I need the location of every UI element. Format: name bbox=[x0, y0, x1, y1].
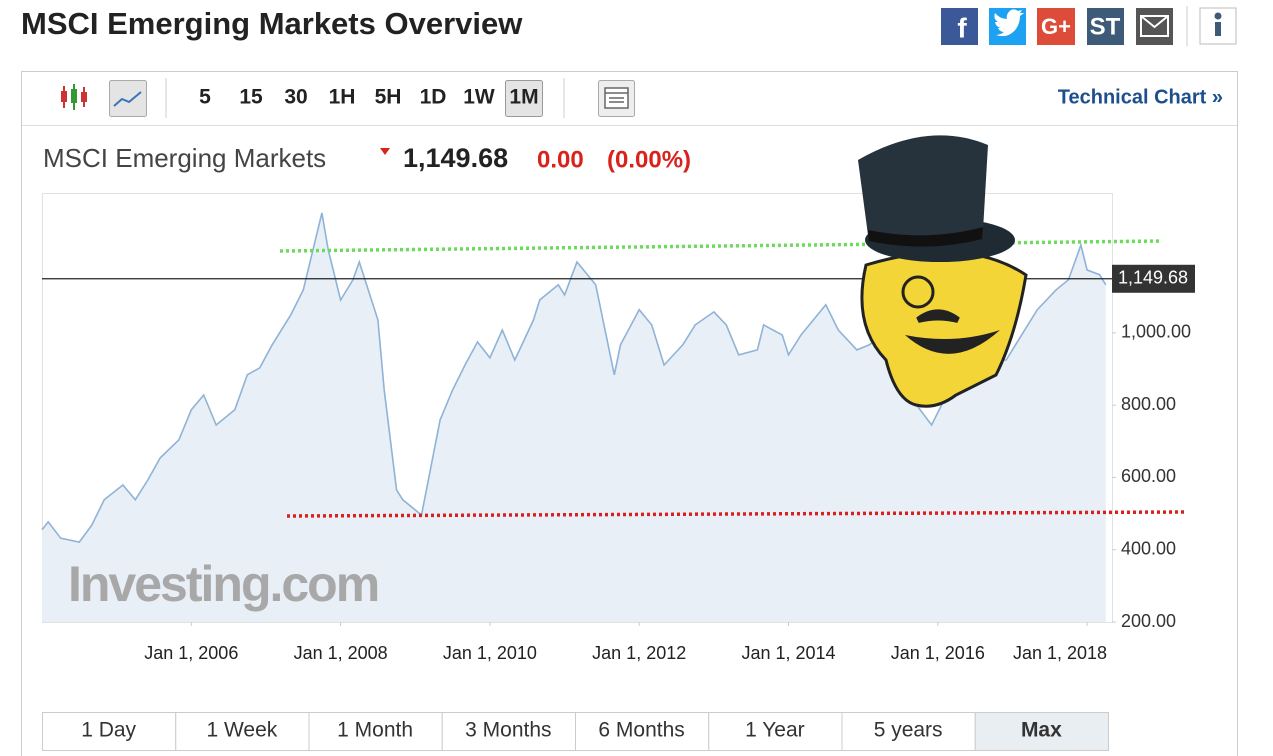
hat-band bbox=[868, 227, 983, 247]
icon-stroke bbox=[81, 92, 87, 102]
y-tick-label: 800.00 bbox=[1121, 394, 1176, 414]
interval-button[interactable]: 5H bbox=[375, 86, 402, 109]
interval-button[interactable]: 30 bbox=[284, 86, 307, 109]
last-price-badge bbox=[1112, 264, 1195, 293]
interval-button[interactable]: 1D bbox=[420, 86, 447, 109]
stocktwits-icon[interactable] bbox=[1087, 8, 1124, 45]
range-label: 1 Week bbox=[206, 719, 277, 742]
google-plus-glyph: G+ bbox=[1041, 14, 1071, 39]
range-label: 6 Months bbox=[598, 719, 684, 742]
grin bbox=[905, 330, 1000, 354]
range-label: 5 years bbox=[874, 719, 943, 742]
interval-button[interactable]: 1H bbox=[329, 86, 356, 109]
x-tick-label: Jan 1, 2012 bbox=[592, 643, 686, 663]
monocle bbox=[901, 275, 935, 309]
price-change-percent: (0.00%) bbox=[607, 146, 691, 173]
range-button[interactable] bbox=[575, 712, 710, 751]
range-button[interactable] bbox=[708, 712, 843, 751]
facebook-glyph: f bbox=[957, 12, 967, 43]
range-label: 1 Month bbox=[337, 719, 413, 742]
range-button[interactable] bbox=[974, 712, 1109, 751]
technical-chart-link[interactable]: Technical Chart » bbox=[1058, 86, 1223, 108]
range-label: 1 Year bbox=[745, 719, 805, 742]
x-tick-label: Jan 1, 2010 bbox=[443, 643, 537, 663]
price-change: 0.00 bbox=[537, 146, 584, 173]
moustache bbox=[916, 309, 960, 323]
hat-crown bbox=[858, 135, 988, 242]
interval-button[interactable]: 5 bbox=[199, 86, 211, 109]
line-icon-stroke bbox=[113, 91, 142, 107]
icon-stroke bbox=[71, 89, 77, 103]
y-tick-label: 1,000.00 bbox=[1121, 322, 1191, 342]
range-button[interactable] bbox=[42, 712, 177, 751]
y-tick-label: 600.00 bbox=[1121, 466, 1176, 486]
x-tick-label: Jan 1, 2016 bbox=[891, 643, 985, 663]
range-button[interactable] bbox=[441, 712, 576, 751]
range-label: Max bbox=[1021, 719, 1062, 742]
twitter-bird bbox=[994, 9, 1024, 37]
info-dot bbox=[1214, 12, 1222, 20]
page-title: MSCI Emerging Markets Overview bbox=[21, 6, 523, 41]
x-tick-label: Jan 1, 2008 bbox=[294, 643, 388, 663]
range-bar: 1 Day 1 Week 1 Month 3 Months 6 Months 1 Year… bbox=[42, 712, 1109, 751]
facebook-icon[interactable] bbox=[941, 8, 978, 45]
interval-active-box bbox=[505, 80, 543, 117]
email-flap bbox=[1140, 15, 1169, 29]
line-icon[interactable] bbox=[109, 80, 147, 117]
last-price: 1,149.68 bbox=[403, 143, 508, 173]
y-tick-label: 400.00 bbox=[1121, 538, 1176, 558]
table-icon-lines bbox=[605, 92, 628, 103]
info-stem bbox=[1215, 22, 1221, 36]
stocktwits-glyph: ST bbox=[1090, 13, 1121, 40]
interval-button[interactable]: 1W bbox=[463, 86, 495, 109]
last-price-label: 1,149.68 bbox=[1118, 268, 1188, 288]
down-arrow bbox=[380, 148, 390, 155]
instrument-name: MSCI Emerging Markets bbox=[43, 143, 326, 173]
email-envelope bbox=[1140, 15, 1169, 37]
interval-button[interactable]: 15 bbox=[239, 86, 263, 109]
area-fill bbox=[42, 212, 1106, 622]
range-button[interactable] bbox=[841, 712, 976, 751]
range-button[interactable] bbox=[175, 712, 310, 751]
price-line bbox=[41, 212, 1107, 543]
x-tick-label: Jan 1, 2018 bbox=[1013, 643, 1107, 663]
y-tick-label: 200.00 bbox=[1121, 611, 1176, 631]
google-plus-icon[interactable] bbox=[1037, 8, 1075, 45]
top-hat-meme bbox=[858, 135, 1028, 408]
range-button[interactable] bbox=[308, 712, 443, 751]
interval-button[interactable]: 1M bbox=[509, 86, 538, 109]
x-tick-label: Jan 1, 2014 bbox=[741, 643, 835, 663]
range-label: 1 Day bbox=[81, 719, 136, 742]
range-label: 3 Months bbox=[465, 719, 551, 742]
watermark: Investing.com bbox=[68, 556, 378, 612]
x-tick-label: Jan 1, 2006 bbox=[144, 643, 238, 663]
candle-icon[interactable] bbox=[61, 84, 87, 110]
icon-stroke bbox=[61, 91, 67, 102]
